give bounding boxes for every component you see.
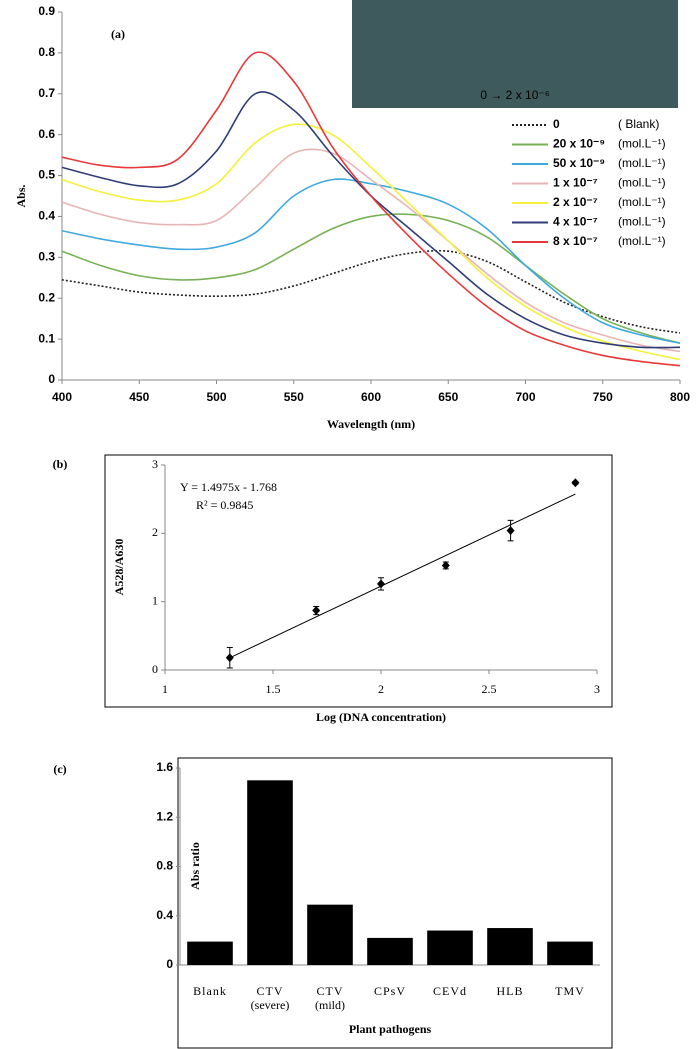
data-point	[571, 478, 580, 488]
bar	[547, 941, 593, 965]
legend-label: 50 x 10⁻⁹	[553, 156, 605, 170]
data-point	[312, 606, 321, 616]
legend-note: ( Blank)	[618, 117, 659, 131]
panel-label: (b)	[53, 457, 68, 471]
x-tick-label: 650	[438, 390, 458, 404]
y-tick-label: 0.4	[156, 908, 173, 922]
legend-note: (mol.L⁻¹)	[618, 176, 666, 190]
legend-label: 1 x 10⁻⁷	[553, 176, 598, 190]
x-tick-label: CTV	[317, 984, 344, 998]
panel-c-frame	[177, 757, 613, 1049]
x-tick-note: (mild)	[315, 998, 345, 1012]
spectrum-line	[61, 123, 681, 361]
data-point	[225, 653, 234, 663]
spectrum-line	[61, 249, 681, 334]
y-tick-label: 1.2	[156, 809, 173, 823]
legend-label: 4 x 10⁻⁷	[553, 215, 598, 229]
x-tick-label: 550	[284, 390, 304, 404]
spectrum-line	[61, 51, 681, 367]
panel-label: (c)	[53, 762, 66, 776]
data-point	[506, 526, 515, 536]
x-axis-label: Plant pathogens	[349, 1022, 432, 1036]
x-axis-label: Wavelength (nm)	[327, 417, 415, 431]
bar	[367, 937, 413, 965]
x-tick-label: 2.5	[482, 682, 497, 696]
x-tick-label: 2	[378, 682, 384, 696]
x-tick-label: 400	[52, 390, 72, 404]
y-tick-label: 0	[48, 372, 55, 386]
y-tick-label: 1.6	[156, 760, 173, 774]
legend-label: 2 x 10⁻⁷	[553, 195, 598, 209]
y-tick-label: 0	[152, 662, 158, 676]
y-tick-label: 0.8	[156, 859, 173, 873]
y-axis-label: Abs.	[14, 184, 28, 207]
x-tick-label: TMV	[555, 984, 585, 998]
spectrum-line	[61, 178, 681, 344]
y-axis-label: A528/A630	[112, 539, 126, 596]
y-tick-label: 2	[152, 525, 158, 539]
trendline	[229, 493, 576, 659]
r-squared: R² = 0.9845	[196, 498, 253, 512]
x-tick-label: 700	[515, 390, 535, 404]
panel-b-frame	[104, 454, 613, 708]
legend-note: (mol.L⁻¹)	[618, 137, 666, 151]
y-tick-label: 0	[166, 957, 173, 971]
bar	[247, 780, 293, 965]
y-axis-label: Abs ratio	[188, 842, 202, 890]
x-tick-label: 800	[670, 390, 690, 404]
y-tick-label: 3	[152, 457, 158, 471]
y-tick-label: 0.3	[38, 250, 55, 264]
x-tick-label: 1.5	[266, 682, 281, 696]
data-point	[377, 579, 385, 589]
y-tick-label: 0.8	[38, 45, 55, 59]
x-tick-label: 1	[162, 682, 168, 696]
x-axis-label: Log (DNA concentration)	[316, 710, 446, 724]
x-tick-label: 750	[593, 390, 613, 404]
bar	[307, 904, 353, 965]
legend-note: (mol.L⁻¹)	[618, 195, 666, 209]
equation: Y = 1.4975x - 1.768	[180, 480, 277, 494]
legend-label: 0	[553, 117, 560, 131]
x-tick-label: 500	[206, 390, 226, 404]
y-tick-label: 1	[152, 593, 158, 607]
x-tick-label: CTV	[257, 984, 284, 998]
legend-note: (mol.L⁻¹)	[618, 234, 666, 248]
inset-caption: 0 → 2 x 10⁻⁶	[480, 88, 549, 102]
x-tick-label: 450	[129, 390, 149, 404]
x-tick-label: CEVd	[433, 984, 467, 998]
x-tick-label: 600	[361, 390, 381, 404]
x-tick-label: 3	[594, 682, 600, 696]
legend-label: 20 x 10⁻⁹	[553, 137, 605, 151]
bar	[427, 930, 473, 965]
x-tick-label: Blank	[193, 984, 227, 998]
bar	[487, 928, 533, 965]
y-tick-label: 0.5	[38, 168, 55, 182]
y-tick-label: 0.6	[38, 127, 55, 141]
data-point	[441, 560, 450, 570]
legend-note: (mol.L⁻¹)	[618, 215, 666, 229]
y-tick-label: 0.1	[38, 331, 55, 345]
inset-photo	[352, 0, 678, 108]
x-tick-label: HLB	[497, 984, 524, 998]
spectrum-line	[61, 148, 681, 353]
y-tick-label: 0.2	[38, 290, 55, 304]
legend-label: 8 x 10⁻⁷	[553, 234, 598, 248]
y-tick-label: 0.9	[38, 4, 55, 18]
x-tick-label: CPsV	[374, 984, 406, 998]
legend-note: (mol.L⁻¹)	[618, 156, 666, 170]
y-tick-label: 0.4	[38, 209, 55, 223]
x-tick-note: (severe)	[251, 998, 290, 1012]
panel-label: (a)	[111, 27, 125, 41]
y-tick-label: 0.7	[38, 86, 55, 100]
spectrum-line	[61, 213, 681, 344]
bar	[187, 941, 233, 965]
